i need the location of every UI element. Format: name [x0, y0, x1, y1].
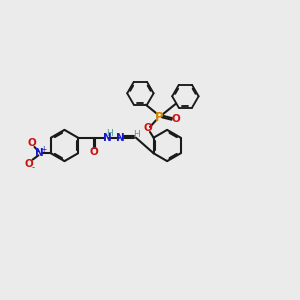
Text: N: N — [103, 133, 112, 143]
Text: O: O — [172, 114, 181, 124]
Text: +: + — [40, 145, 46, 154]
Text: N: N — [35, 148, 44, 158]
Text: O: O — [143, 123, 152, 134]
Text: O: O — [27, 138, 36, 148]
Text: H: H — [106, 129, 112, 138]
Text: -: - — [32, 163, 34, 172]
Text: O: O — [24, 159, 33, 170]
Text: P: P — [155, 111, 163, 124]
Text: O: O — [89, 147, 98, 158]
Text: H: H — [134, 130, 140, 139]
Text: N: N — [116, 133, 125, 143]
